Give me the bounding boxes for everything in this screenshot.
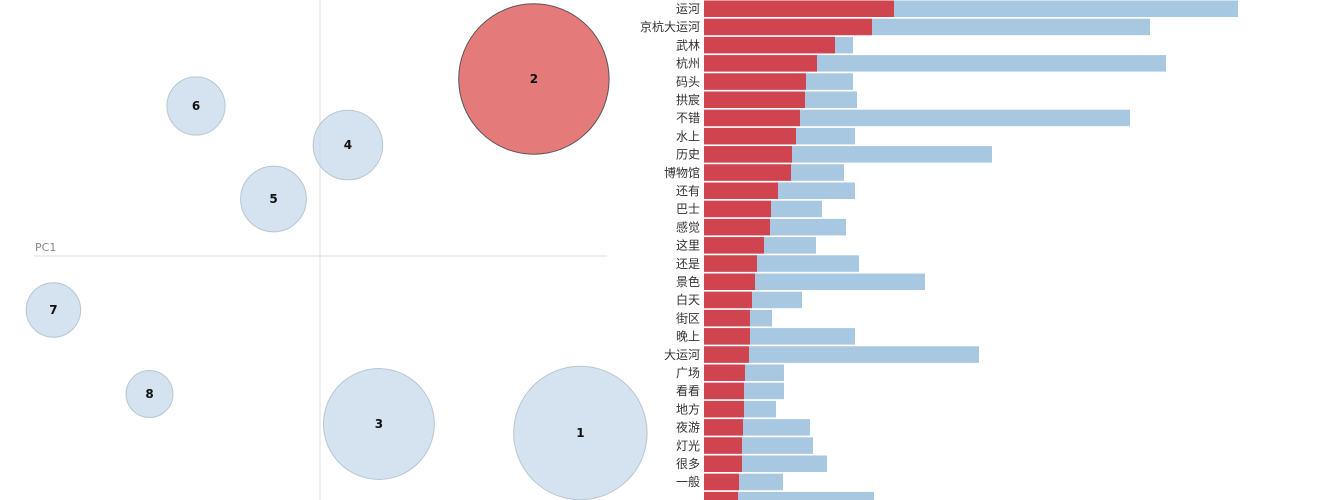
term-label[interactable]: 水上 [676,129,700,143]
term-label[interactable]: 还是 [676,257,700,271]
topic-term-bar[interactable] [704,455,742,473]
topic-term-bar[interactable] [704,91,805,109]
topic-circle-5[interactable] [240,165,307,233]
topic-term-bar[interactable] [704,382,744,400]
term-label[interactable]: 广场 [676,366,700,380]
topic-circle-6[interactable] [166,76,226,136]
topic-term-bar[interactable] [704,109,800,127]
topic-circle-3[interactable] [322,368,435,480]
term-label[interactable]: 晚上 [676,330,700,344]
topic-term-bar[interactable] [704,273,755,291]
term-label[interactable]: 这里 [676,238,700,253]
topic-term-bar[interactable] [704,473,739,491]
overall-term-bar-partial [704,491,874,500]
term-label[interactable]: 街区 [676,311,700,325]
term-label[interactable]: 杭州 [676,56,700,71]
term-label[interactable]: 码头 [676,75,700,89]
topic-circles: 1 2 3 4 5 6 7 8 [25,3,648,500]
term-label[interactable]: 不错 [676,111,700,125]
topic-circle-2[interactable] [458,3,610,155]
topic-term-bar[interactable] [704,55,817,72]
topic-term-bar-partial [704,491,738,500]
topic-label-2: 2 [530,72,538,86]
topic-term-bar[interactable] [704,419,743,436]
term-label[interactable]: 灯光 [676,439,700,453]
term-bar-chart: 运河京杭大运河武林杭州码头拱宸不错水上历史博物馆还有巴士感觉这里还是景色白天街区… [640,0,1238,500]
term-label[interactable]: 看看 [676,384,700,398]
topic-term-bar[interactable] [704,437,742,454]
overall-term-bar[interactable] [704,55,1166,72]
topic-term-bar[interactable] [704,182,778,200]
term-label[interactable]: 大运河 [664,348,700,362]
topic-label-5: 5 [269,192,277,206]
overall-term-bar[interactable] [704,109,1130,127]
topic-label-7: 7 [49,303,57,317]
topic-label-1: 1 [576,426,584,440]
term-label[interactable]: 拱宸 [676,92,700,107]
term-label[interactable]: 白天 [676,292,700,307]
term-label[interactable]: 巴士 [676,202,700,216]
topic-term-bar[interactable] [704,237,764,254]
topic-term-bar[interactable] [704,328,750,345]
overall-term-bar[interactable] [704,346,979,363]
topic-circle-8[interactable] [125,370,174,418]
topic-term-bar[interactable] [704,309,750,327]
topic-circle-7[interactable] [25,282,82,338]
term-label[interactable]: 夜游 [676,420,700,435]
topic-term-bar[interactable] [704,73,806,90]
term-label[interactable]: 京杭大运河 [640,19,700,34]
term-label[interactable]: 运河 [676,2,700,16]
term-label[interactable]: 景色 [676,275,700,289]
term-label[interactable]: 很多 [676,457,700,471]
topic-term-bar[interactable] [704,200,771,218]
topic-label-8: 8 [145,387,153,401]
term-label[interactable]: 博物馆 [664,165,700,180]
topic-label-3: 3 [375,417,383,431]
term-label[interactable]: 一般 [676,474,700,489]
term-label[interactable]: 武林 [676,38,700,52]
topic-term-bar[interactable] [704,127,796,145]
topic-term-bar[interactable] [704,218,770,236]
term-label[interactable]: 历史 [676,148,700,162]
overall-term-bar[interactable] [704,273,925,291]
topic-term-bar[interactable] [704,146,792,163]
topic-term-bar[interactable] [704,400,744,418]
topic-term-bar[interactable] [704,255,757,272]
term-label[interactable]: 地方 [676,401,700,416]
topic-term-bar[interactable] [704,0,894,18]
topic-term-bar[interactable] [704,291,752,309]
pc1-axis-label: PC1 [35,241,56,254]
topic-term-bar[interactable] [704,36,835,54]
intertopic-distance-map: PC1 1 2 3 4 5 6 7 8 [25,0,648,500]
term-label[interactable]: 还有 [676,184,700,198]
term-label[interactable]: 感觉 [676,219,700,234]
topic-label-4: 4 [344,138,352,152]
topic-circle-4[interactable] [312,109,384,181]
topic-term-bar[interactable] [704,164,791,181]
topic-label-6: 6 [192,99,200,113]
topic-term-bar[interactable] [704,364,745,382]
topic-term-bar[interactable] [704,18,872,36]
topic-term-bar[interactable] [704,346,749,363]
